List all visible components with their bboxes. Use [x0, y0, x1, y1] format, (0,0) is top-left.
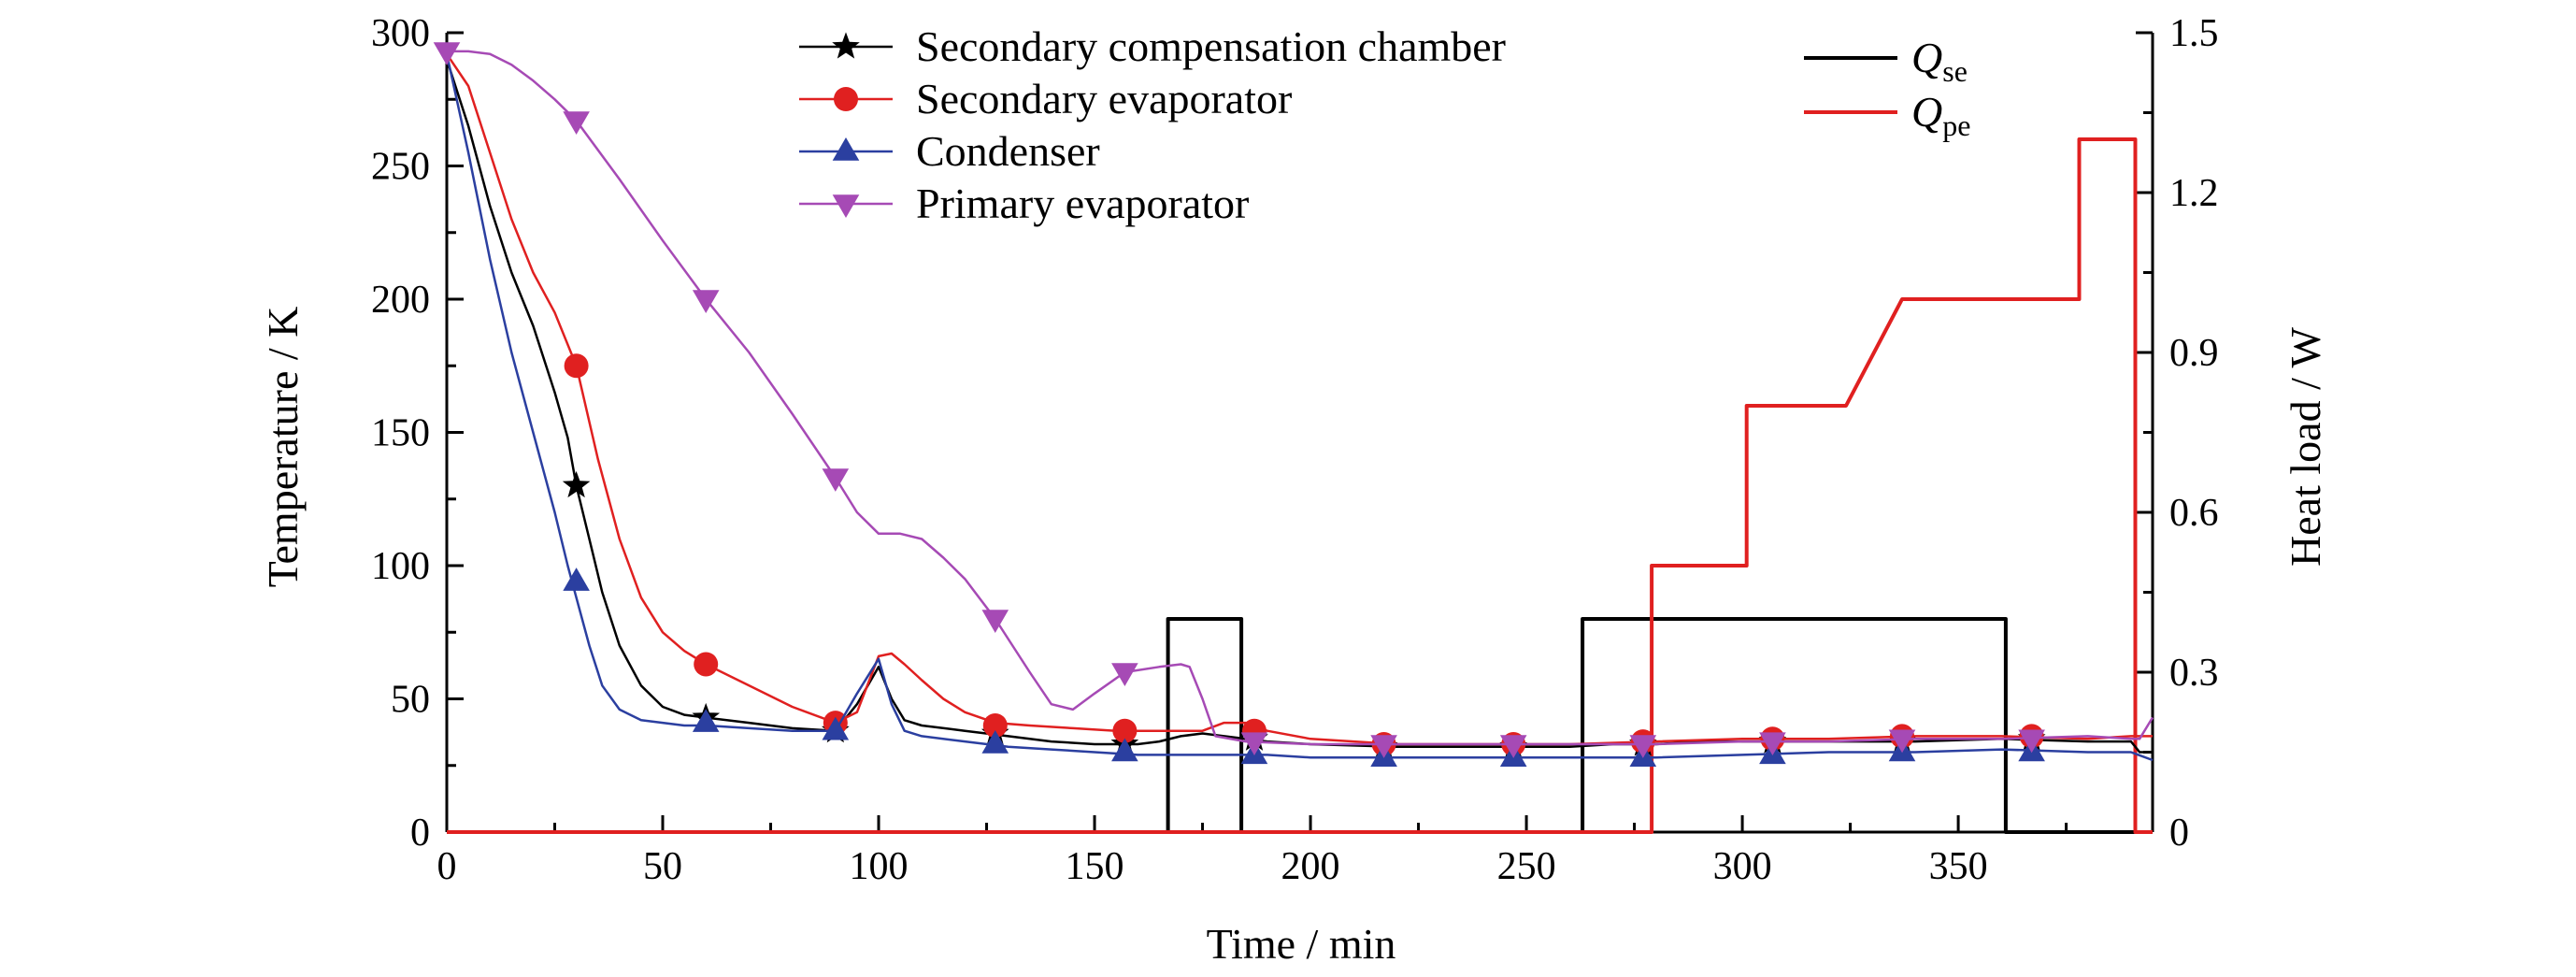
data-point — [563, 568, 590, 591]
data-point — [822, 468, 850, 492]
data-point — [1111, 663, 1138, 686]
legend-layer: Secondary compensation chamber Secondary … — [799, 22, 1970, 227]
y-left-tick-label: 200 — [371, 279, 430, 322]
data-point — [981, 610, 1009, 633]
series-layer — [433, 42, 2154, 834]
data-point — [563, 111, 590, 135]
series-line — [447, 137, 2153, 834]
x-tick-label: 350 — [1929, 845, 1988, 888]
y-left-tick-label: 300 — [371, 12, 430, 55]
legend-marker — [832, 137, 860, 161]
y-axis-right-title: Heat load / W — [2282, 326, 2329, 566]
y-right-tick-label: 0.3 — [2169, 652, 2219, 695]
legend-item: Primary evaporator — [799, 180, 1249, 227]
data-point — [1888, 729, 1916, 754]
data-point — [562, 470, 591, 498]
legend-label: Condenser — [916, 127, 1100, 175]
legend-item: Qse — [1804, 34, 1968, 88]
y-right-tick-label: 0.9 — [2169, 332, 2219, 375]
data-point — [1112, 718, 1138, 743]
legend-marker — [834, 87, 858, 111]
y-right-tick-label: 1.2 — [2169, 172, 2219, 215]
x-tick-label: 300 — [1713, 845, 1772, 888]
legend-label: Qpe — [1911, 88, 1970, 142]
data-point — [2018, 729, 2045, 754]
legend-marker — [832, 194, 860, 218]
legend-marker — [832, 32, 860, 59]
data-point — [822, 716, 850, 740]
data-point — [1629, 735, 1657, 758]
x-axis-title: Time / min — [1207, 920, 1396, 968]
data-point — [982, 713, 1008, 738]
legend-item: Condenser — [799, 127, 1100, 175]
data-point — [1499, 735, 1527, 758]
legend-label: Secondary evaporator — [916, 75, 1292, 122]
data-point — [692, 709, 720, 732]
y-right-tick-label: 0.6 — [2169, 492, 2219, 535]
series-line — [447, 50, 2154, 746]
legend-label: Qse — [1911, 34, 1968, 88]
data-point — [1240, 732, 1268, 756]
x-tick-label: 250 — [1497, 845, 1556, 888]
series-primary-evaporator — [433, 42, 2154, 758]
data-point — [1370, 735, 1397, 758]
data-point — [694, 652, 719, 677]
data-point — [692, 290, 720, 313]
legend-label: Secondary compensation chamber — [916, 22, 1506, 70]
series-line — [445, 53, 2154, 762]
y-right-tick-label: 0 — [2169, 812, 2189, 855]
legend-item: Secondary evaporator — [799, 75, 1292, 122]
legend-item: Secondary compensation chamber — [799, 22, 1506, 70]
y-left-tick-label: 0 — [410, 812, 430, 855]
y-axis-left-title: Temperature / K — [259, 307, 307, 588]
x-tick-label: 50 — [643, 845, 682, 888]
x-tick-label: 100 — [850, 845, 909, 888]
data-point — [564, 353, 589, 379]
y-left-tick-label: 100 — [371, 545, 430, 588]
series-line — [445, 59, 2153, 754]
y-left-tick-label: 250 — [371, 146, 430, 189]
x-tick-label: 200 — [1281, 845, 1340, 888]
data-point — [1759, 732, 1786, 756]
data-point — [1111, 738, 1138, 762]
y-right-tick-label: 1.5 — [2169, 12, 2219, 55]
series-line — [445, 53, 2153, 746]
y-left-tick-label: 150 — [371, 412, 430, 455]
series-secondary-evaporator — [445, 53, 2153, 756]
axes: 0 50 100 150 200 250 300 350 0 50 100 150 200 250 300 0… — [371, 12, 2219, 888]
x-tick-label: 0 — [437, 845, 457, 888]
data-point — [981, 730, 1009, 754]
legend-label: Primary evaporator — [916, 180, 1249, 227]
data-point — [433, 42, 461, 65]
series-qpe — [447, 137, 2153, 834]
x-tick-label: 150 — [1066, 845, 1124, 888]
legend-item: Qpe — [1804, 88, 1970, 142]
y-left-tick-label: 50 — [391, 679, 430, 722]
